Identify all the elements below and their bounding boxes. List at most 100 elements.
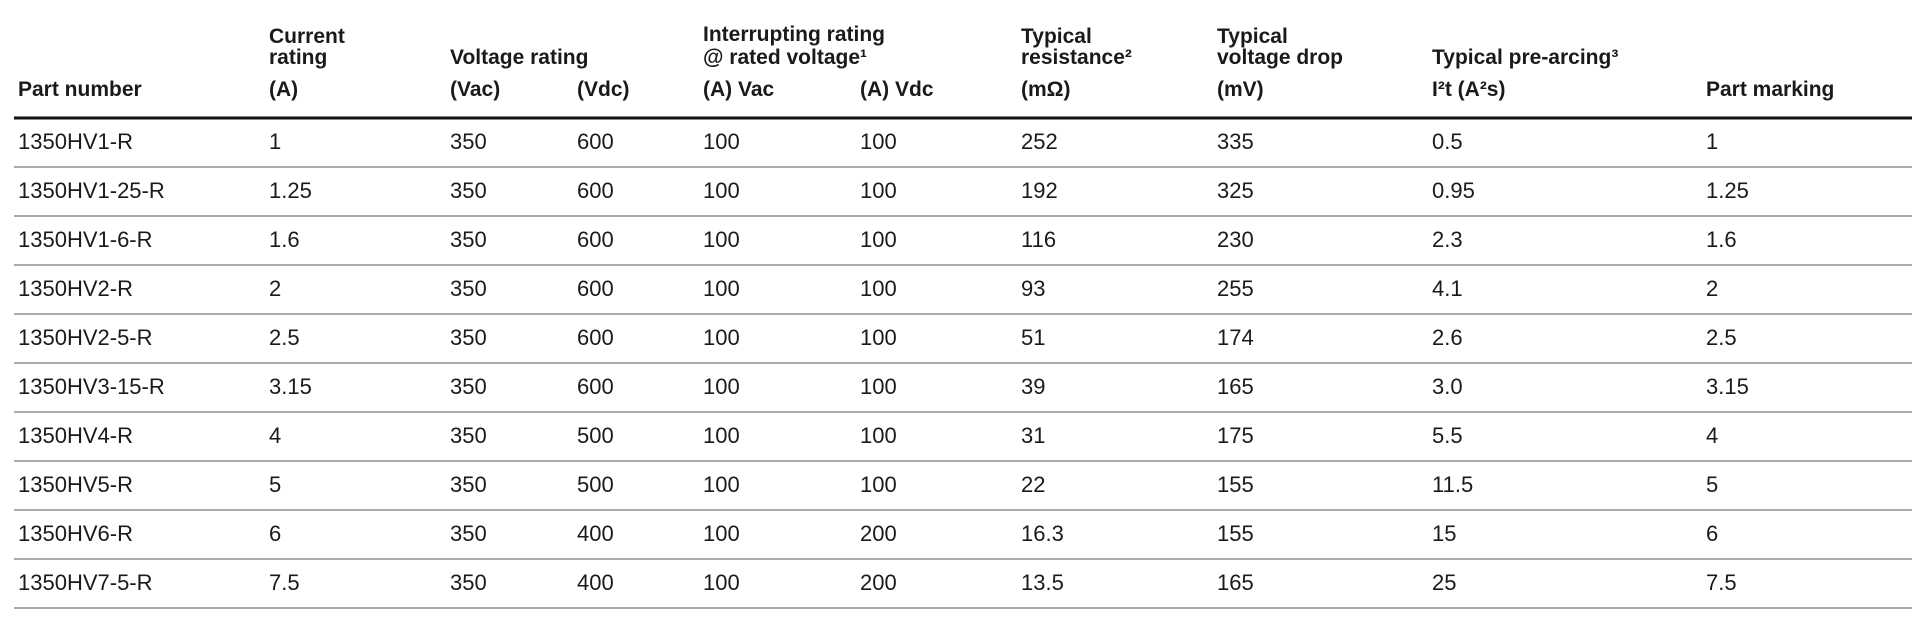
cell: 600	[577, 374, 614, 399]
column-header: Typical pre-arcing³	[1432, 46, 1618, 69]
cell: 1.25	[1706, 178, 1749, 203]
cell: 600	[577, 129, 614, 154]
column-header: (A)	[269, 78, 298, 101]
cell: 1350HV1-6-R	[18, 227, 153, 252]
cell: 230	[1217, 227, 1254, 252]
cell: 13.5	[1021, 570, 1064, 595]
cell: 3.0	[1432, 374, 1463, 399]
cell: 165	[1217, 374, 1254, 399]
cell: 0.95	[1432, 178, 1475, 203]
cell: 100	[860, 423, 897, 448]
cell: 2	[269, 276, 281, 301]
cell: 2.6	[1432, 325, 1463, 350]
cell: 100	[703, 276, 740, 301]
cell: 1	[1706, 129, 1718, 154]
column-header: (mV)	[1217, 78, 1264, 101]
column-header: (Vdc)	[577, 78, 630, 101]
cell: 1350HV7-5-R	[18, 570, 153, 595]
group-header: @ rated voltage¹	[703, 46, 867, 69]
cell: 174	[1217, 325, 1254, 350]
cell: 350	[450, 570, 487, 595]
cell: 100	[703, 374, 740, 399]
cell: 3.15	[269, 374, 312, 399]
column-header: Current	[269, 25, 345, 48]
cell: 1.25	[269, 178, 312, 203]
cell: 39	[1021, 374, 1045, 399]
cell: 400	[577, 521, 614, 546]
cell: 1.6	[1706, 227, 1737, 252]
cell: 2.3	[1432, 227, 1463, 252]
cell: 116	[1021, 227, 1056, 252]
cell: 350	[450, 423, 487, 448]
column-header: voltage drop	[1217, 46, 1343, 69]
cell: 350	[450, 129, 487, 154]
cell: 1350HV6-R	[18, 521, 133, 546]
group-header: Voltage rating	[450, 46, 588, 69]
cell: 100	[703, 325, 740, 350]
cell: 600	[577, 227, 614, 252]
cell: 325	[1217, 178, 1254, 203]
cell: 15	[1432, 521, 1456, 546]
cell: 7.5	[1706, 570, 1737, 595]
cell: 255	[1217, 276, 1254, 301]
cell: 51	[1021, 325, 1045, 350]
cell: 1350HV2-R	[18, 276, 133, 301]
cell: 600	[577, 325, 614, 350]
cell: 500	[577, 423, 614, 448]
cell: 155	[1217, 521, 1254, 546]
cell: 350	[450, 227, 487, 252]
cell: 100	[703, 227, 740, 252]
cell: 100	[860, 472, 897, 497]
cell: 5	[269, 472, 281, 497]
cell: 100	[860, 374, 897, 399]
cell: 2	[1706, 276, 1718, 301]
cell: 0.5	[1432, 129, 1463, 154]
cell: 1350HV3-15-R	[18, 374, 165, 399]
cell: 350	[450, 521, 487, 546]
cell: 100	[703, 472, 740, 497]
cell: 4	[1706, 423, 1718, 448]
cell: 100	[860, 227, 897, 252]
cell: 6	[269, 521, 281, 546]
cell: 335	[1217, 129, 1254, 154]
column-header: (A) Vac	[703, 78, 775, 101]
cell: 400	[577, 570, 614, 595]
cell: 350	[450, 374, 487, 399]
cell: 175	[1217, 423, 1254, 448]
column-header: (A) Vdc	[860, 78, 934, 101]
cell: 155	[1217, 472, 1254, 497]
cell: 1350HV1-R	[18, 129, 133, 154]
cell: 1350HV1-25-R	[18, 178, 165, 203]
cell: 93	[1021, 276, 1045, 301]
cell: 100	[860, 276, 897, 301]
column-header: I²t (A²s)	[1432, 78, 1505, 101]
column-header: Part number	[18, 78, 142, 101]
cell: 16.3	[1021, 521, 1064, 546]
cell: 200	[860, 521, 897, 546]
cell: 350	[450, 325, 487, 350]
cell: 200	[860, 570, 897, 595]
cell: 100	[860, 178, 897, 203]
cell: 1350HV2-5-R	[18, 325, 153, 350]
column-header: (mΩ)	[1021, 78, 1071, 101]
cell: 2.5	[269, 325, 300, 350]
cell: 2.5	[1706, 325, 1737, 350]
cell: 6	[1706, 521, 1718, 546]
column-header: (Vac)	[450, 78, 500, 101]
cell: 25	[1432, 570, 1456, 595]
cell: 3.15	[1706, 374, 1749, 399]
cell: 1350HV4-R	[18, 423, 133, 448]
cell: 1	[269, 129, 281, 154]
cell: 600	[577, 178, 614, 203]
cell: 100	[703, 423, 740, 448]
column-header: resistance²	[1021, 46, 1132, 69]
column-header: rating	[269, 46, 327, 69]
cell: 1.6	[269, 227, 300, 252]
column-header: Typical	[1021, 25, 1092, 48]
group-header: Interrupting rating	[703, 23, 885, 46]
cell: 500	[577, 472, 614, 497]
cell: 5.5	[1432, 423, 1463, 448]
cell: 100	[703, 129, 740, 154]
cell: 100	[703, 570, 740, 595]
